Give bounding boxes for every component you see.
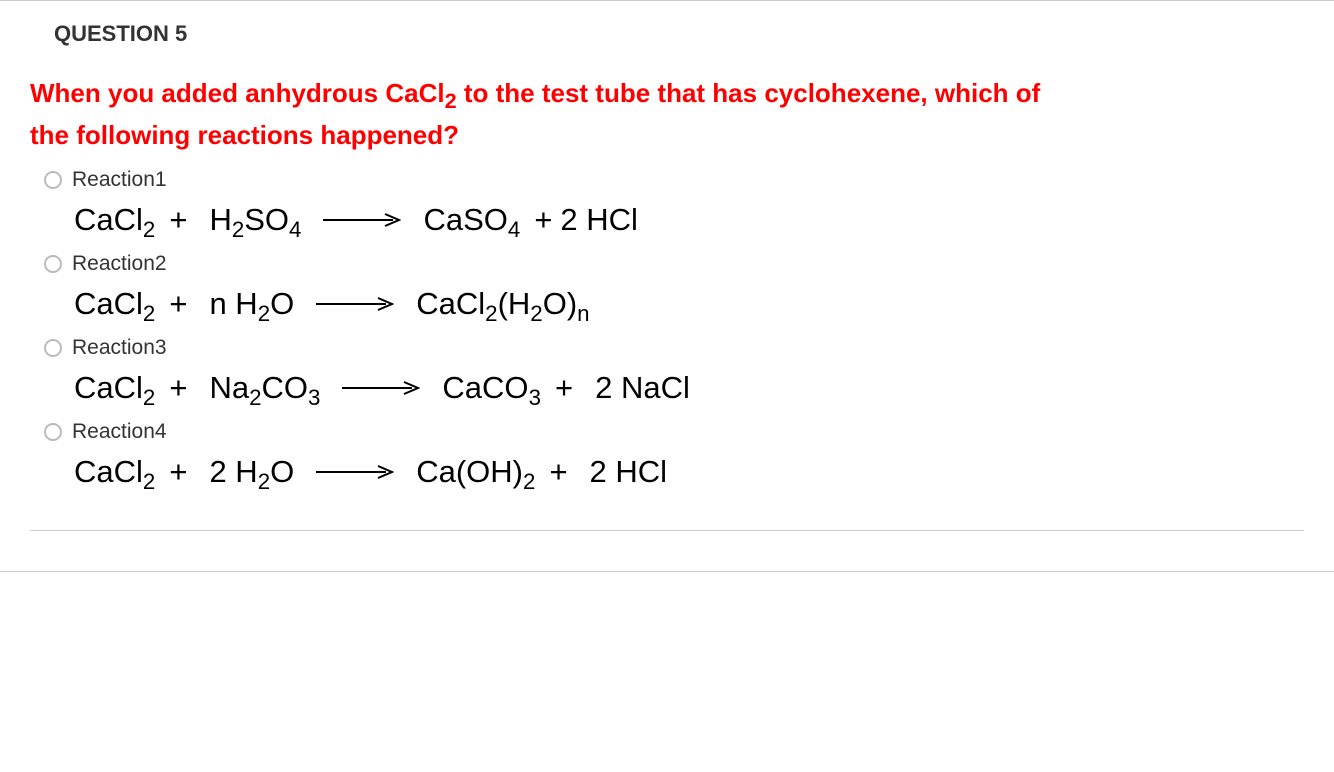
eq4-p4b-coef: 2 [590,454,616,489]
eq1-p1b: HCl [586,202,638,237]
eq2-r2a: CaCl [74,286,143,321]
arrow-icon [294,465,416,479]
eq2-r2b2: O [270,286,294,321]
question-container: QUESTION 5 When you added anhydrous CaCl… [0,0,1334,572]
plus-icon: + [155,370,195,406]
option-1-label: Reaction1 [72,168,167,192]
eq4-r4b-sub: 2 [258,469,270,494]
eq3-p3b-coef: 2 [595,370,621,405]
plus-icon: + [541,370,581,406]
prompt-text-1: When you added anhydrous CaCl [30,78,445,108]
eq4-r4b2: O [270,454,294,489]
option-2-label: Reaction2 [72,252,167,276]
option-4[interactable]: Reaction4 [30,416,1304,448]
prompt-sub: 2 [445,88,457,113]
eq1-r1b-sub: 2 [232,217,244,242]
question-inner: QUESTION 5 When you added anhydrous CaCl… [30,21,1304,531]
plus-icon: + [155,286,195,322]
eq4-r4a: CaCl [74,454,143,489]
eq3-r3a: CaCl [74,370,143,405]
eq4-r4b: H [235,454,257,489]
eq2-r2b: H [235,286,257,321]
question-number: QUESTION 5 [30,21,1304,47]
eq3-r3b: Na [209,370,249,405]
option-2[interactable]: Reaction2 [30,248,1304,280]
eq4-p4b: HCl [615,454,667,489]
eq1-r1b: H [209,202,231,237]
eq4-r4b-coef: 2 [209,454,235,489]
eq1-r1b2: SO [244,202,289,237]
equation-4: CaCl2 + 2 H2O Ca(OH)2 + 2 HCl [30,448,1304,500]
eq3-r3b-sub: 2 [249,385,261,410]
arrow-icon [301,213,423,227]
arrow-icon [294,297,416,311]
eq1-r1a-sub: 2 [143,217,155,242]
eq4-r4a-sub: 2 [143,469,155,494]
eq3-p3a: CaCO [442,370,528,405]
eq2-r2b-sub: 2 [258,301,270,326]
eq4-p4a-sub: 2 [523,469,535,494]
eq2-r2b-coef: n [209,286,235,321]
prompt-text-2: the following reactions happened? [30,120,459,150]
eq3-p3a-sub: 3 [529,385,541,410]
prompt-text-1b: to the test tube that has cyclohexene, w… [457,78,1041,108]
plus-icon: + [535,454,575,490]
eq2-p2b-sub: 2 [530,301,542,326]
plus-icon: + [155,202,195,238]
eq3-r3b2-sub: 3 [308,385,320,410]
radio-icon[interactable] [44,423,62,441]
equation-3: CaCl2 + Na2CO3 CaCO3 + 2 NaCl [30,364,1304,416]
eq2-p2a: CaCl [416,286,485,321]
arrow-icon [320,381,442,395]
eq1-r1b2-sub: 4 [289,217,301,242]
radio-icon[interactable] [44,339,62,357]
eq3-p3b: NaCl [621,370,690,405]
radio-icon[interactable] [44,171,62,189]
eq2-p2a-sub: 2 [485,301,497,326]
eq3-r3a-sub: 2 [143,385,155,410]
option-1[interactable]: Reaction1 [30,164,1304,196]
option-3[interactable]: Reaction3 [30,332,1304,364]
eq4-p4a: Ca(OH) [416,454,523,489]
plus-icon: + [520,202,560,238]
option-4-label: Reaction4 [72,420,167,444]
eq1-p1a: CaSO [423,202,507,237]
eq1-p1a-sub: 4 [508,217,520,242]
question-prompt: When you added anhydrous CaCl2 to the te… [30,75,1304,154]
eq2-p2c: O) [543,286,577,321]
plus-icon: + [155,454,195,490]
eq1-p1b-coef: 2 [560,202,586,237]
eq2-r2a-sub: 2 [143,301,155,326]
eq1-r1a: CaCl [74,202,143,237]
eq2-p2c-sub: n [577,301,589,326]
equation-1: CaCl2 + H2SO4 CaSO4 + 2 HCl [30,196,1304,248]
eq2-p2b: (H [498,286,531,321]
radio-icon[interactable] [44,255,62,273]
equation-2: CaCl2 + n H2O CaCl2(H2O)n [30,280,1304,332]
option-3-label: Reaction3 [72,336,167,360]
eq3-r3b2: CO [262,370,309,405]
